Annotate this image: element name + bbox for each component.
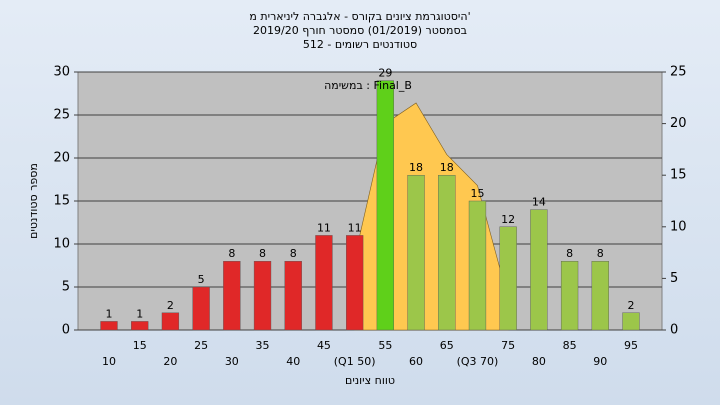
- x-tick-label: 90: [593, 355, 607, 368]
- y2-tick-label: 0: [670, 323, 678, 338]
- y-tick-label: 30: [53, 65, 70, 80]
- x-tick-label: 10: [102, 355, 116, 368]
- x-tick-label: 85: [563, 339, 577, 352]
- x-tick-label: 35: [256, 339, 270, 352]
- y2-tick-label: 25: [670, 65, 687, 80]
- bar: [499, 226, 517, 331]
- bar: [346, 235, 364, 331]
- bar: [100, 321, 118, 331]
- data-label: 8: [259, 247, 266, 260]
- y-tick-label: 10: [53, 237, 70, 252]
- x-axis-label: טווח ציונים: [345, 374, 395, 387]
- bar: [131, 321, 149, 331]
- x-tick-label: 45: [317, 339, 331, 352]
- x-tick-label: 25: [194, 339, 208, 352]
- bar: [192, 286, 210, 331]
- x-tick-label: 40: [286, 355, 300, 368]
- bar: [376, 80, 394, 331]
- bar: [315, 235, 333, 331]
- data-label: 8: [228, 247, 235, 260]
- data-label: 29: [378, 67, 392, 80]
- y2-tick-label: 5: [670, 271, 678, 286]
- x-tick-label: (Q3 70): [457, 355, 499, 368]
- data-label: 11: [317, 221, 331, 234]
- bar: [161, 312, 180, 331]
- data-label: 2: [628, 299, 635, 312]
- y-tick-label: 20: [53, 151, 70, 166]
- x-tick-label: 20: [163, 355, 177, 368]
- bar: [530, 209, 548, 331]
- x-tick-label: 80: [532, 355, 546, 368]
- y-axis-label: מספר סטודנטים: [27, 163, 40, 239]
- y-tick-label: 25: [53, 108, 70, 123]
- x-tick-label: 30: [225, 355, 239, 368]
- x-tick-label: 15: [133, 339, 147, 352]
- bar: [591, 261, 609, 331]
- bar: [438, 174, 456, 331]
- title-line: בסמסטר (01/2019) סמסטר חורף 2019/20: [253, 24, 467, 37]
- bar: [407, 174, 425, 331]
- y-tick-label: 15: [53, 194, 70, 209]
- x-tick-label: (Q1 50): [334, 355, 376, 368]
- bar: [560, 261, 579, 331]
- y2-tick-label: 15: [670, 168, 687, 183]
- bar: [223, 261, 241, 331]
- x-tick-label: 95: [624, 339, 638, 352]
- y-tick-label: 5: [62, 280, 70, 295]
- x-tick-label: 75: [501, 339, 515, 352]
- data-label: 8: [290, 247, 297, 260]
- title-line: סטודנטים רשומים - 512: [303, 38, 417, 51]
- bar: [622, 312, 640, 331]
- data-label: 15: [470, 187, 484, 200]
- y-tick-label: 0: [62, 323, 70, 338]
- data-label: 8: [566, 247, 573, 260]
- data-label: 5: [198, 273, 205, 286]
- bar: [253, 261, 272, 331]
- data-label: 14: [532, 196, 546, 209]
- x-tick-label: 55: [378, 339, 392, 352]
- title-line: היסטוגרמת ציונים בקורס - אלגברה ליניארית…: [249, 10, 470, 23]
- data-label: 11: [348, 221, 362, 234]
- x-tick-label: 60: [409, 355, 423, 368]
- data-label: 2: [167, 299, 174, 312]
- bar: [284, 261, 302, 331]
- data-label: 1: [136, 307, 143, 320]
- data-label: 18: [409, 161, 423, 174]
- data-label: 1: [106, 307, 113, 320]
- x-tick-label: 65: [440, 339, 454, 352]
- data-label: 12: [501, 213, 515, 226]
- bar: [468, 200, 487, 331]
- y2-tick-label: 20: [670, 116, 687, 131]
- data-label: 18: [440, 161, 454, 174]
- y2-tick-label: 10: [670, 219, 687, 234]
- data-label: 8: [597, 247, 604, 260]
- annotation: במשימה : Final_B: [324, 79, 412, 92]
